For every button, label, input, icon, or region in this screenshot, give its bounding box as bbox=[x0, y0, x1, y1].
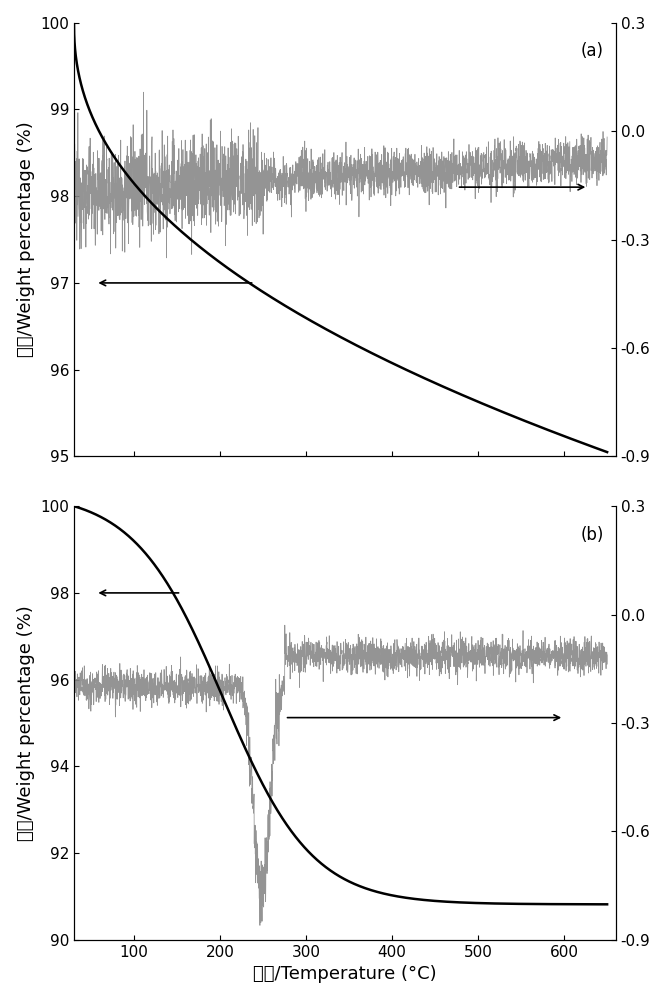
Text: (b): (b) bbox=[580, 526, 604, 544]
Y-axis label: 重量/Weight percentage (%): 重量/Weight percentage (%) bbox=[17, 122, 35, 357]
Y-axis label: 重量/Weight percentage (%): 重量/Weight percentage (%) bbox=[17, 605, 35, 841]
Text: (a): (a) bbox=[580, 42, 604, 60]
X-axis label: 温度/Temperature (°C): 温度/Temperature (°C) bbox=[253, 965, 437, 983]
